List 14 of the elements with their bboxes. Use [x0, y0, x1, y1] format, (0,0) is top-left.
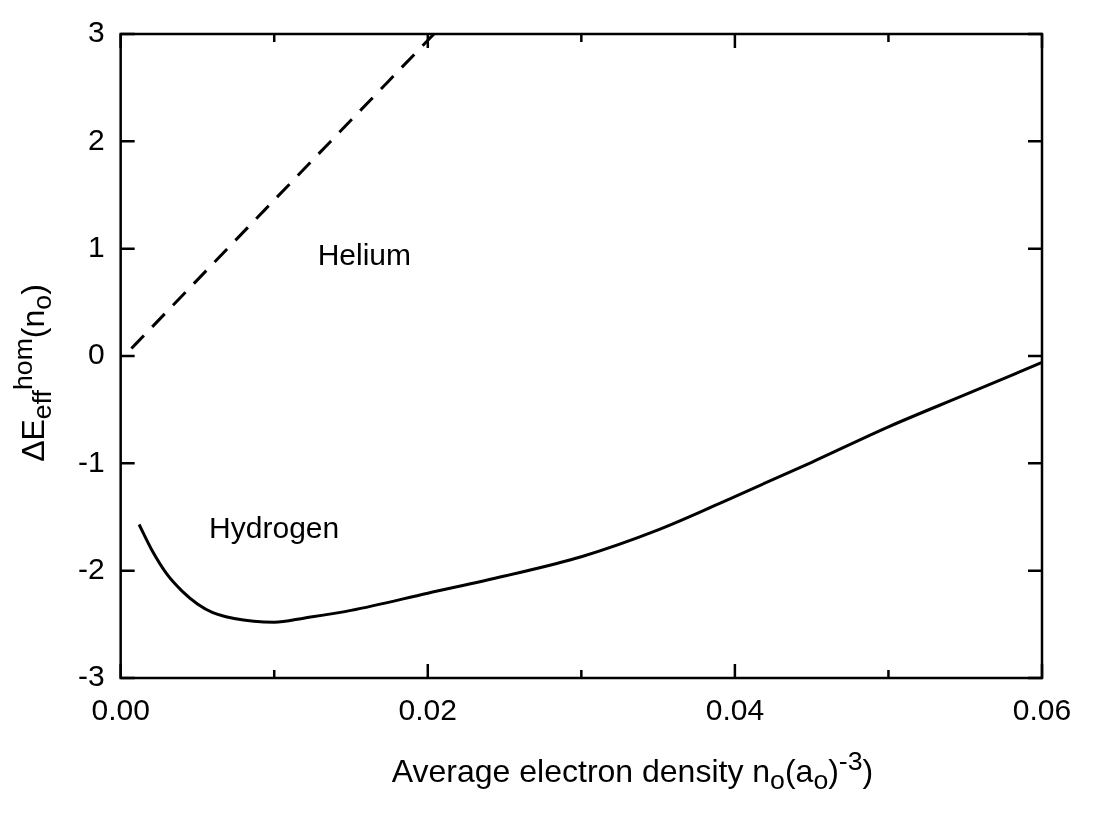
x-tick-label: 0.06	[1012, 693, 1072, 727]
x-tick-label: 0.00	[91, 693, 150, 727]
y-tick-label: 2	[87, 122, 105, 156]
x-tick-label: 0.04	[705, 693, 765, 727]
x-tick-label: 0.02	[398, 693, 457, 727]
y-tick-label: 3	[87, 15, 105, 49]
y-tick-label: -3	[77, 659, 105, 693]
y-tick-label: 0	[87, 337, 105, 371]
x-axis-title: Average electron density n$_{o}$(a$_{o}$)$^{-3}$)	[390, 746, 875, 797]
y-tick-label: -1	[77, 444, 105, 478]
series-label: Helium	[317, 237, 412, 271]
y-tick-label: -2	[77, 551, 105, 585]
y-tick-label: 1	[87, 229, 105, 263]
series-label: Hydrogen	[209, 510, 340, 544]
